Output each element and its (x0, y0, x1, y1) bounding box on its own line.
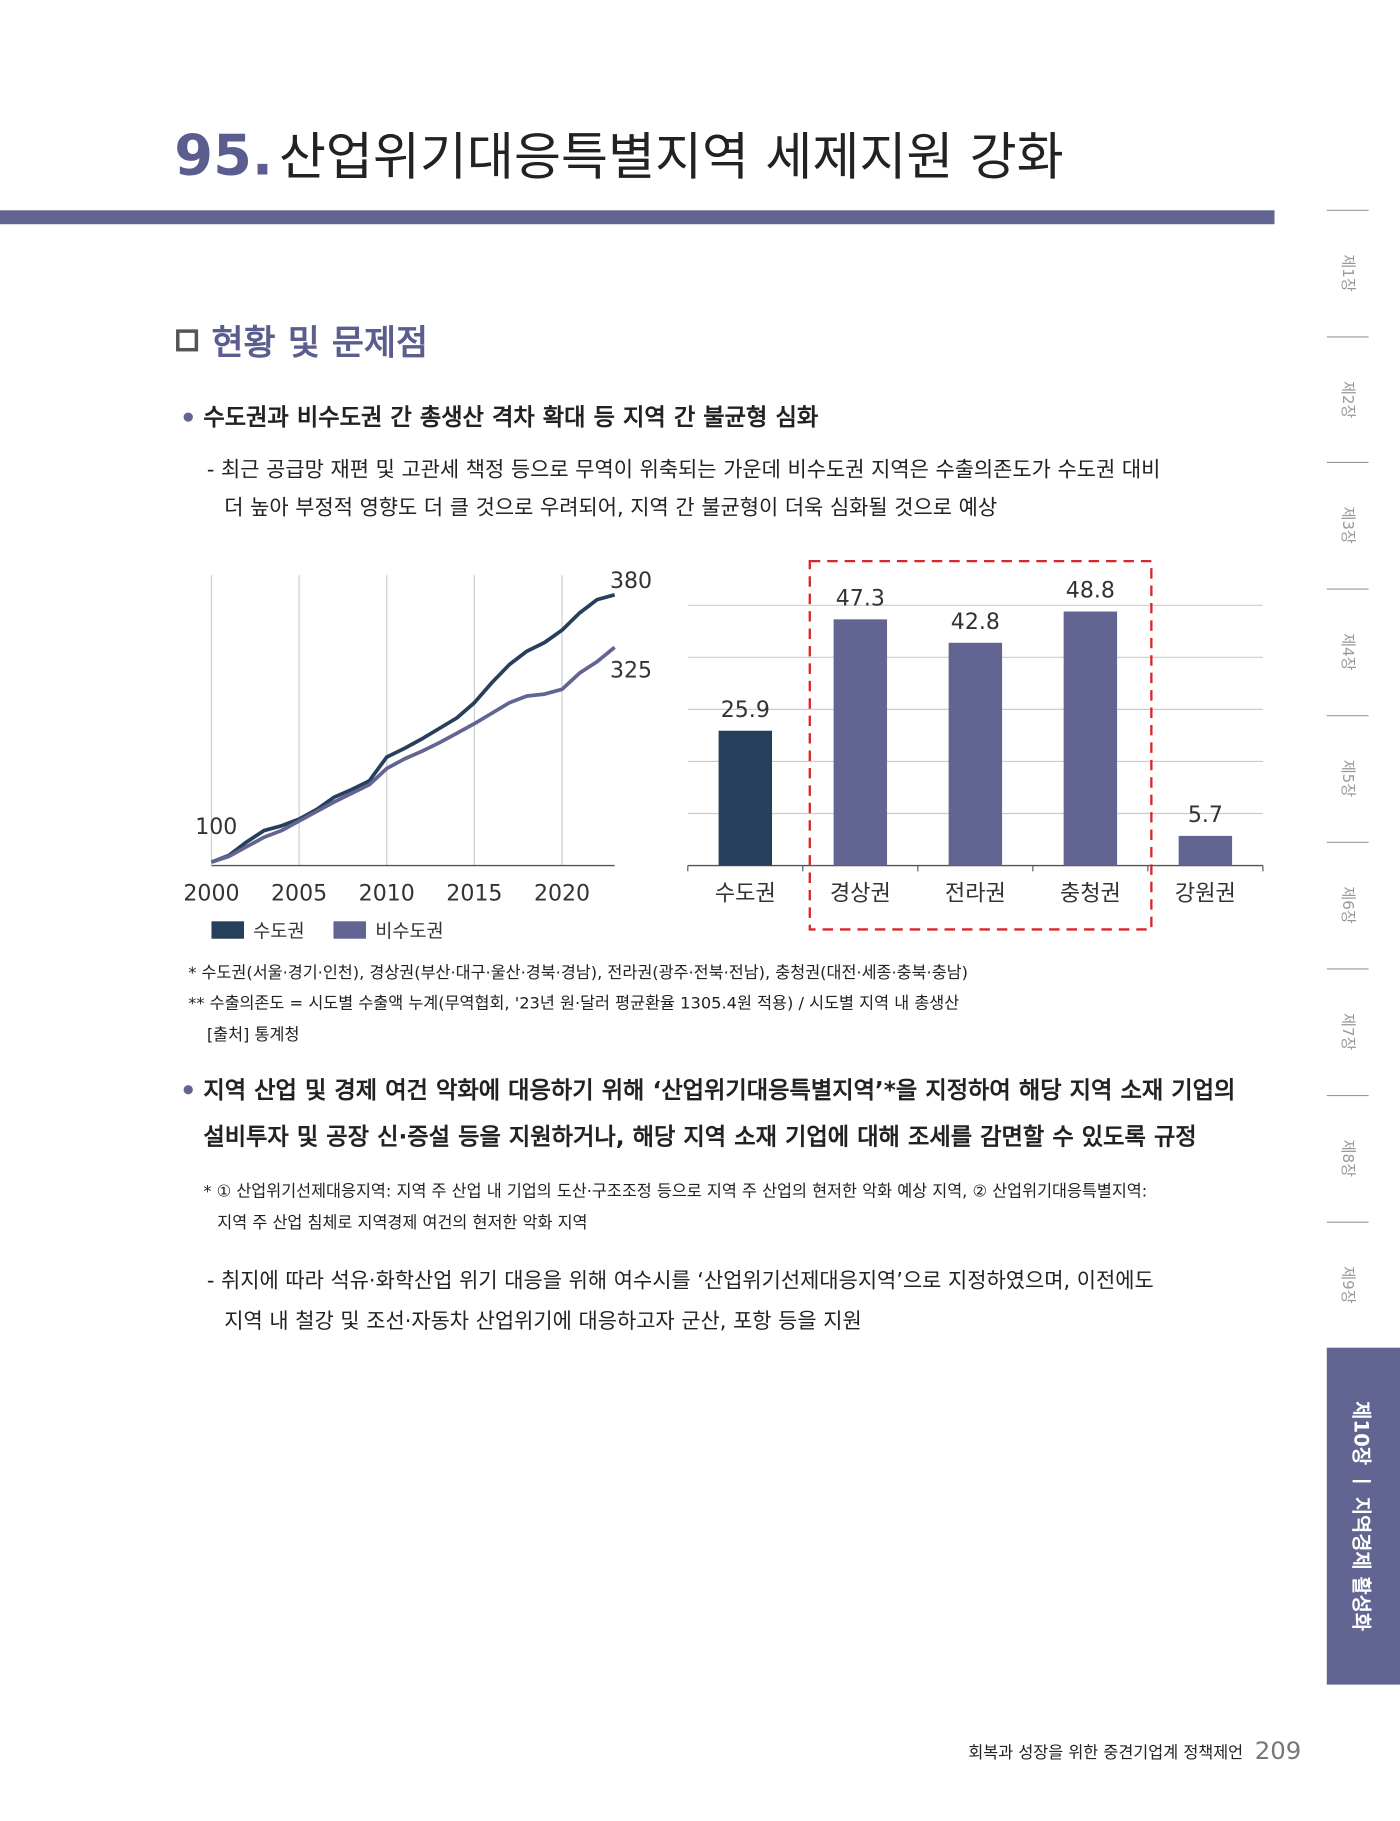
x-tick-label: 2010 (359, 881, 415, 906)
value-label: 325 (610, 658, 652, 683)
detail-text: 지역 내 철강 및 조선·자동차 산업위기에 대응하고자 군산, 포항 등을 지… (224, 1309, 862, 1333)
footnote: 지역 주 산업 침체로 지역경제 여건의 현저한 악화 지역 (217, 1213, 587, 1232)
x-tick-label: 2005 (271, 881, 327, 906)
chapter-label: 제6장 (1339, 886, 1357, 923)
chapter-label: 제1장 (1339, 254, 1357, 291)
bar (948, 642, 1003, 866)
legend-label: 수도권 (253, 922, 304, 943)
note: ** 수출의존도 = 시도별 수출액 누계(무역협회, '23년 원·달러 평균… (188, 993, 959, 1012)
x-tick-label: 2000 (183, 881, 239, 906)
value-label: 100 (195, 815, 237, 840)
bar (833, 619, 888, 866)
title-number: 95. (174, 123, 273, 188)
legend-label: 비수도권 (375, 922, 443, 943)
note: * 수도권(서울·경기·인천), 경상권(부산·대구·울산·경북·경남), 전라… (188, 963, 968, 982)
value-label: 5.7 (1188, 803, 1223, 828)
value-label: 42.8 (951, 610, 1000, 635)
x-tick-label: 강원권 (1175, 881, 1236, 906)
line-series (210, 645, 616, 864)
value-label: 380 (610, 569, 652, 594)
title-rule (0, 210, 1275, 225)
legend-swatch (333, 921, 366, 939)
x-tick-label: 수도권 (715, 881, 776, 906)
x-tick-label: 경상권 (830, 881, 891, 906)
section-icon (176, 329, 199, 352)
detail-text: - 최근 공급망 재편 및 고관세 책정 등으로 무역이 위축되는 가운데 비수… (207, 457, 1161, 481)
detail-text: - 취지에 따라 석유·화학산업 위기 대응을 위해 여수시를 ‘산업위기선제대… (207, 1268, 1154, 1292)
bullet-dot (183, 412, 193, 422)
bar (1063, 611, 1118, 866)
chapter-label: 제3장 (1339, 506, 1357, 543)
x-tick-label: 2015 (446, 881, 502, 906)
current-chapter-tab (1326, 1347, 1400, 1685)
source: [출처] 통계청 (207, 1025, 300, 1044)
current-chapter: 제10장 ㅣ 지역경제 활성화 (1350, 1401, 1373, 1631)
x-tick-label: 충청권 (1060, 881, 1121, 906)
chapter-label: 제2장 (1339, 381, 1357, 418)
footer-text: 회복과 성장을 위한 중견기업계 정책제언 (968, 1743, 1243, 1762)
title: 산업위기대응특별지역 세제지원 강화 (279, 128, 1064, 187)
chapter-label: 제7장 (1339, 1013, 1357, 1050)
chapter-label: 제5장 (1339, 760, 1357, 797)
bar (1178, 835, 1233, 866)
bullet-text: 지역 산업 및 경제 여건 악화에 대응하기 위해 ‘산업위기대응특별지역’*을… (203, 1077, 1235, 1104)
x-tick-label: 전라권 (945, 881, 1006, 906)
bullet-text: 설비투자 및 공장 신·증설 등을 지원하거나, 해당 지역 소재 기업에 대해… (203, 1123, 1196, 1150)
x-tick-label: 2020 (534, 881, 590, 906)
legend-swatch (211, 921, 244, 939)
section-title: 현황 및 문제점 (211, 323, 428, 363)
value-label: 48.8 (1066, 579, 1115, 604)
bar (718, 730, 773, 866)
value-label: 47.3 (836, 586, 885, 611)
line-series (210, 593, 616, 864)
footnote: * ① 산업위기선제대응지역: 지역 주 산업 내 기업의 도산·구조조정 등으… (203, 1182, 1147, 1201)
detail-text: 더 높아 부정적 영향도 더 클 것으로 우려되어, 지역 간 불균형이 더욱 … (224, 496, 997, 520)
chapter-label: 제9장 (1339, 1266, 1357, 1303)
bullet-dot (183, 1085, 193, 1095)
bullet-text: 수도권과 비수도권 간 총생산 격차 확대 등 지역 간 불균형 심화 (203, 404, 819, 431)
page-number: 209 (1255, 1736, 1302, 1765)
value-label: 25.9 (721, 698, 770, 723)
chapter-label: 제4장 (1339, 633, 1357, 670)
highlight-box (808, 559, 1153, 931)
chapter-label: 제8장 (1339, 1140, 1357, 1177)
